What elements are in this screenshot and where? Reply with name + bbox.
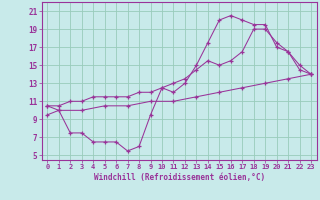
X-axis label: Windchill (Refroidissement éolien,°C): Windchill (Refroidissement éolien,°C) (94, 173, 265, 182)
